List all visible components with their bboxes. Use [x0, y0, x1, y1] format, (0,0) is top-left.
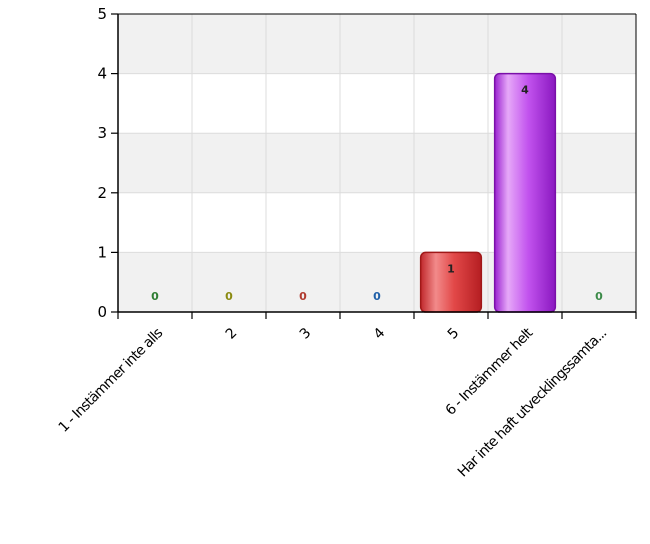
bar	[419, 251, 483, 313]
data-label: 0	[595, 290, 603, 303]
data-label: 0	[151, 290, 159, 303]
x-tick-label: 2	[223, 326, 240, 343]
bars	[419, 72, 557, 313]
grid-band	[118, 14, 636, 74]
bar	[493, 72, 557, 313]
y-tick-label: 1	[97, 243, 107, 261]
x-tick-label: 1 - Instämmer inte alls	[56, 325, 167, 436]
data-label: 4	[521, 84, 529, 97]
data-label: 1	[447, 262, 455, 275]
y-tick-label: 5	[97, 5, 107, 23]
grid-band	[118, 252, 636, 312]
data-labels: 0 0 0 0 1 4 0	[151, 84, 603, 303]
x-ticks: 1 - Instämmer inte alls 2 3 4 56 - Instämmer…	[56, 312, 637, 481]
x-tick-label: 4	[371, 325, 389, 343]
grid-band	[118, 133, 636, 193]
x-tick-label: Har inte haft utvecklingssamta...	[455, 326, 610, 481]
x-tick-label: 5	[445, 326, 462, 343]
y-tick-label: 4	[97, 65, 107, 83]
y-tick-label: 0	[97, 303, 107, 321]
y-tick-label: 3	[97, 124, 107, 142]
y-tick-label: 2	[97, 184, 107, 202]
data-label: 0	[225, 290, 233, 303]
y-ticks: 0 1 2 3 4 5	[97, 5, 118, 321]
plot-area	[118, 13, 636, 313]
x-tick-label: 3	[297, 326, 314, 343]
data-label: 0	[373, 290, 381, 303]
data-label: 0	[299, 290, 307, 303]
